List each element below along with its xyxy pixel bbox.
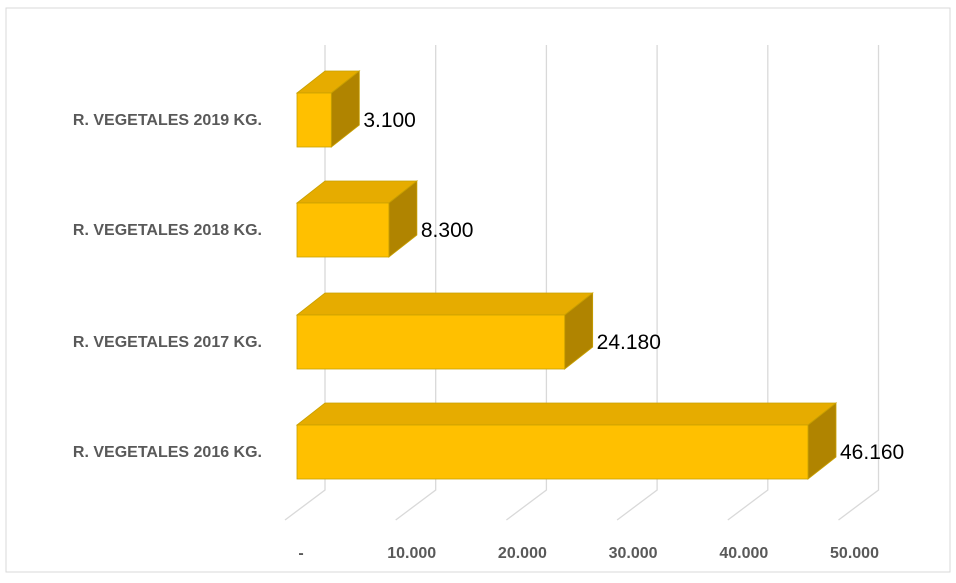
x-tick-label-5: 50.000 — [830, 545, 879, 562]
gridlines — [284, 45, 880, 521]
bar-0 — [295, 402, 838, 480]
x-tick-label-2: 20.000 — [498, 545, 547, 562]
labels: - 10.000 20.000 30.000 40.000 50.000 46.160 R. … — [73, 109, 904, 562]
bar-front-face-1 — [296, 314, 566, 370]
bar-2 — [295, 180, 419, 258]
category-label-1: R. VEGETALES 2017 KG. — [73, 334, 262, 351]
category-label-0: R. VEGETALES 2016 KG. — [73, 444, 262, 461]
gridline-4 — [727, 45, 769, 521]
bar-3 — [295, 70, 361, 148]
data-label-0: 46.160 — [840, 441, 904, 464]
bar-top-face-0 — [295, 402, 838, 426]
bar-top-face-1 — [295, 292, 594, 316]
x-tick-label-1: 10.000 — [387, 545, 436, 562]
data-label-1: 24.180 — [597, 331, 661, 354]
bars — [295, 70, 838, 480]
bar-1 — [295, 292, 594, 370]
x-tick-label-3: 30.000 — [609, 545, 658, 562]
x-tick-label-4: 40.000 — [719, 545, 768, 562]
gridline-5 — [838, 45, 880, 521]
data-label-2: 8.300 — [421, 219, 474, 242]
data-label-3: 3.100 — [363, 109, 416, 132]
gridline-3 — [616, 45, 658, 521]
category-label-2: R. VEGETALES 2018 KG. — [73, 222, 262, 239]
category-label-3: R. VEGETALES 2019 KG. — [73, 112, 262, 129]
chart-border — [5, 7, 951, 573]
gridline-2 — [506, 45, 548, 521]
bar-front-face-0 — [296, 424, 809, 480]
x-tick-label-0: - — [298, 545, 303, 562]
gridline-1 — [395, 45, 437, 521]
bar-front-face-2 — [296, 202, 390, 258]
bar-front-face-3 — [296, 92, 332, 148]
